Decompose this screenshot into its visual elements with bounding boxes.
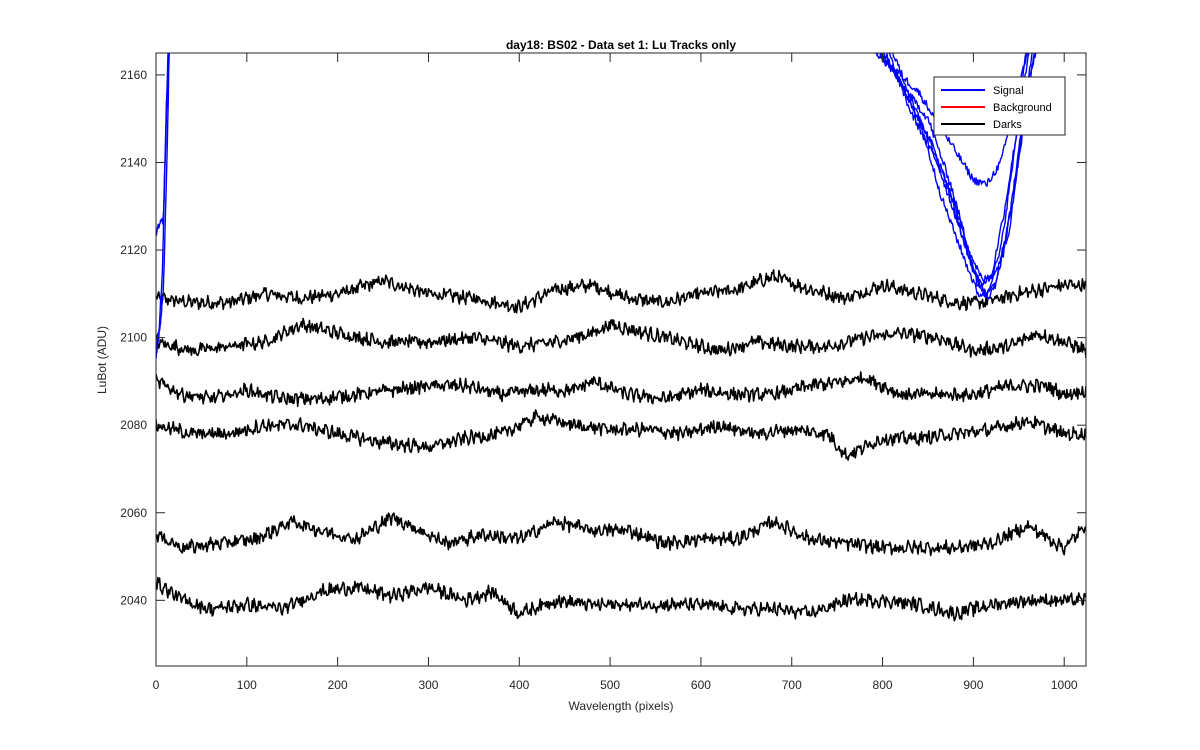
y-tick-label: 2140: [120, 155, 147, 169]
darks-series-line-3: [156, 409, 1086, 461]
signal-series-line-10: [879, 53, 1037, 283]
x-axis-label: Wavelength (pixels): [569, 699, 674, 713]
x-tick-label: 800: [873, 678, 893, 692]
legend-label-background: Background: [993, 102, 1052, 114]
y-tick-label: 2100: [120, 331, 147, 345]
x-tick-label: 100: [237, 678, 257, 692]
legend-label-darks: Darks: [993, 119, 1022, 131]
darks-series-line-4: [156, 512, 1086, 557]
x-tick-label: 600: [691, 678, 711, 692]
y-tick-label: 2160: [120, 68, 147, 82]
darks-series-line-0: [156, 269, 1086, 314]
signal-series-line-14: [892, 53, 1027, 298]
chart-title: day18: BS02 - Data set 1: Lu Tracks only: [506, 38, 736, 52]
x-tick-label: 200: [328, 678, 348, 692]
darks-series-line-1: [156, 317, 1086, 359]
x-tick-label: 1000: [1051, 678, 1078, 692]
x-tick-label: 900: [963, 678, 983, 692]
plot-area: [156, 53, 1086, 622]
x-tick-label: 500: [600, 678, 620, 692]
legend-label-signal: Signal: [993, 85, 1024, 97]
signal-series-line-13: [888, 53, 1036, 301]
x-tick-label: 700: [782, 678, 802, 692]
y-tick-label: 2060: [120, 506, 147, 520]
y-axis-label: LuBot (ADU): [95, 326, 109, 394]
axes-box: [155, 52, 1087, 667]
x-tick-label: 400: [509, 678, 529, 692]
signal-series-line-8: [156, 53, 169, 359]
signal-series-line-7: [156, 53, 170, 347]
axis-ticks: 0 100 200 300 400 500 600 700 800 900 1000 2040 2060…: [120, 53, 1086, 692]
y-tick-label: 2080: [120, 418, 147, 432]
x-tick-label: 0: [153, 678, 160, 692]
y-tick-label: 2040: [120, 593, 147, 607]
legend: Signal Background Darks: [933, 76, 1066, 136]
y-tick-label: 2120: [120, 243, 147, 257]
darks-series-line-5: [156, 576, 1086, 622]
darks-series-line-2: [156, 371, 1086, 408]
x-tick-label: 300: [418, 678, 438, 692]
